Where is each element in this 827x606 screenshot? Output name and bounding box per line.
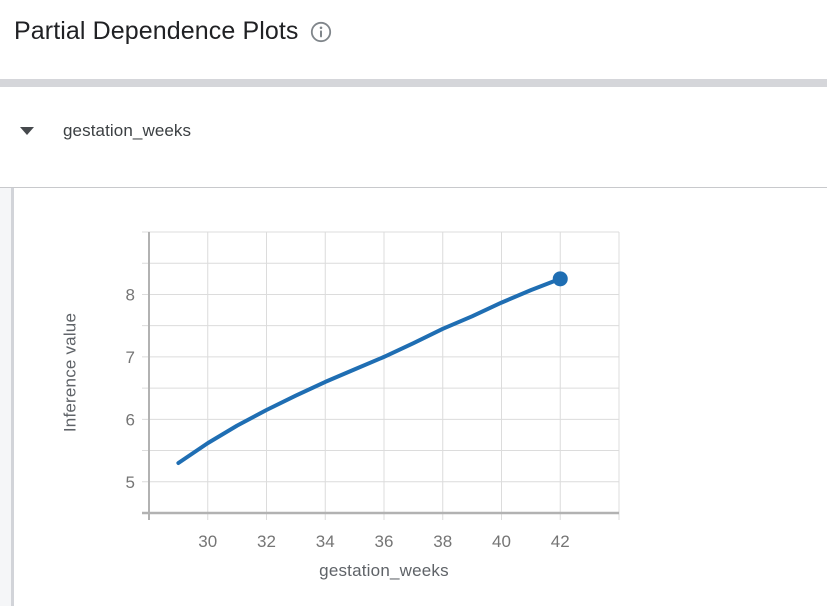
y-tick-label: 7 [126, 348, 135, 367]
x-tick-label: 40 [492, 532, 511, 551]
x-tick-label: 38 [433, 532, 452, 551]
panel-header: Partial Dependence Plots [0, 0, 827, 63]
chart-card: 5 6 7 8 30 32 34 36 38 40 42 Inference value gesta… [0, 188, 827, 606]
pdp-chart-svg: 5 6 7 8 30 32 34 36 38 40 42 [126, 231, 620, 551]
section-divider-band [0, 79, 827, 87]
page-title: Partial Dependence Plots [14, 17, 299, 45]
left-gutter-strip [0, 188, 11, 606]
y-tick-label: 8 [126, 285, 135, 304]
section-label: gestation_weeks [63, 121, 192, 140]
x-tick-label: 30 [198, 532, 217, 551]
content-divider [0, 187, 827, 188]
x-tick-label: 42 [551, 532, 570, 551]
pdp-chart: 5 6 7 8 30 32 34 36 38 40 42 Inference value gesta… [0, 188, 827, 606]
section-header-gestation-weeks[interactable]: gestation_weeks [0, 87, 827, 175]
x-tick-label: 32 [257, 532, 276, 551]
y-axis-title: Inference value [60, 312, 80, 433]
collapse-triangle-icon[interactable] [20, 127, 34, 135]
pdp-line [176, 276, 563, 465]
info-icon[interactable] [310, 21, 332, 43]
x-tick-label: 34 [316, 532, 335, 551]
x-axis-title: gestation_weeks [319, 561, 449, 580]
pdp-endpoint-marker [552, 271, 568, 287]
card-left-edge [11, 188, 14, 606]
x-tick-label: 36 [375, 532, 394, 551]
y-tick-label: 5 [126, 473, 135, 492]
y-tick-label: 6 [126, 410, 135, 429]
